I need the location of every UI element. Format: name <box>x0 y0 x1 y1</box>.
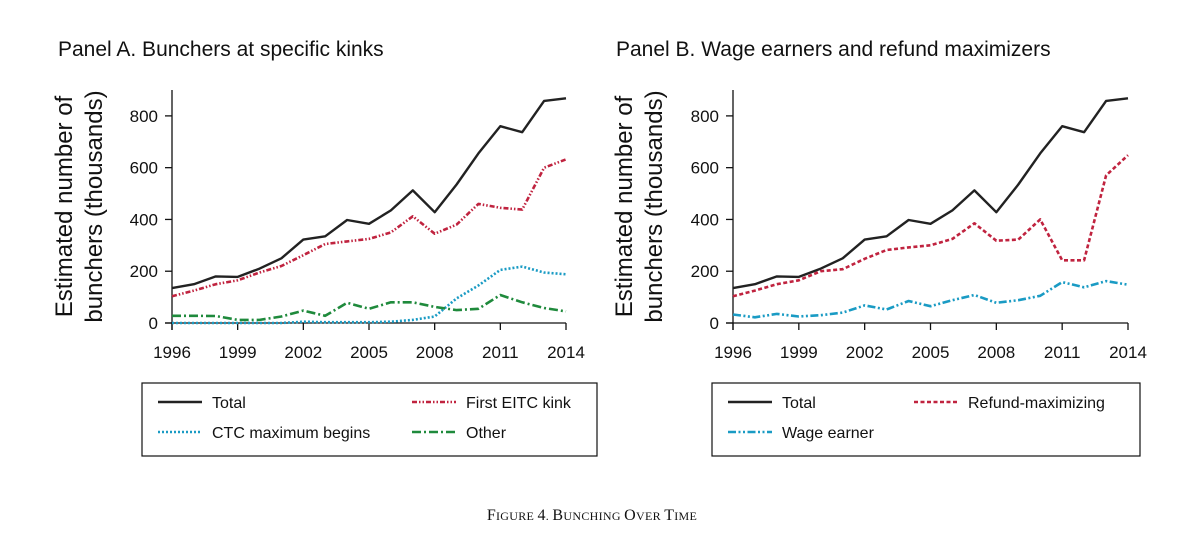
y-tick-label: 600 <box>691 159 719 178</box>
series-line-total <box>171 97 567 290</box>
series-line-total <box>732 97 1129 290</box>
y-axis-label: bunchers (thousands) <box>641 90 668 322</box>
y-tick-label: 600 <box>130 159 158 178</box>
legend-label: Wage earner <box>782 425 875 442</box>
y-axis-label: Estimated number of <box>51 95 78 317</box>
y-tick-label: 200 <box>691 262 719 281</box>
legend-box <box>711 382 1141 457</box>
panel-title: Panel A. Bunchers at specific kinks <box>58 38 384 61</box>
x-tick-label: 2008 <box>977 343 1015 362</box>
legend-label: Total <box>212 395 246 412</box>
legend-label: First EITC kink <box>466 395 572 412</box>
x-tick-label: 2002 <box>846 343 884 362</box>
panel-b: Panel B. Wage earners and refund maximiz… <box>611 38 1147 457</box>
legend: Total Refund-maximizing Wage earner <box>711 382 1141 457</box>
y-tick-label: 200 <box>130 262 158 281</box>
x-tick-label: 2002 <box>284 343 322 362</box>
y-tick-label: 0 <box>710 314 719 333</box>
series-line-other <box>172 293 567 322</box>
legend-label: Total <box>782 395 816 412</box>
y-axis-label: bunchers (thousands) <box>81 90 108 322</box>
y-tick-label: 0 <box>149 314 158 333</box>
x-tick-label: 1996 <box>153 343 191 362</box>
legend-box <box>141 382 598 457</box>
x-tick-label: 2005 <box>350 343 388 362</box>
legend-label: Other <box>466 425 507 442</box>
x-tick-label: 1999 <box>780 343 818 362</box>
x-tick-label: 1999 <box>219 343 257 362</box>
legend-label: Refund-maximizing <box>968 395 1105 412</box>
panel-a: Panel A. Bunchers at specific kinks Estim… <box>51 38 598 457</box>
x-tick-label: 2011 <box>482 343 519 362</box>
y-tick-label: 400 <box>691 210 719 229</box>
series-line-first-eitc-kink <box>171 158 567 298</box>
series-line-ctc-maximum-begins <box>172 265 567 325</box>
series-line-wage-earner <box>732 279 1129 319</box>
y-tick-label: 800 <box>691 107 719 126</box>
x-tick-label: 2014 <box>1109 343 1147 362</box>
x-tick-label: 2014 <box>547 343 585 362</box>
panel-title: Panel B. Wage earners and refund maximiz… <box>616 38 1051 61</box>
y-tick-label: 800 <box>130 107 158 126</box>
x-tick-label: 2005 <box>912 343 950 362</box>
figure-caption: FIGURE 4. BUNCHING OVER TIME <box>487 507 697 524</box>
legend-label: CTC maximum begins <box>212 425 370 442</box>
x-tick-label: 2008 <box>416 343 454 362</box>
series-line-refund-maximizing <box>732 154 1129 298</box>
y-axis-label: Estimated number of <box>611 95 638 317</box>
legend: Total First EITC kink CTC maximum begins Ot… <box>141 382 598 457</box>
y-tick-label: 400 <box>130 210 158 229</box>
x-tick-label: 1996 <box>714 343 752 362</box>
x-tick-label: 2011 <box>1044 343 1081 362</box>
